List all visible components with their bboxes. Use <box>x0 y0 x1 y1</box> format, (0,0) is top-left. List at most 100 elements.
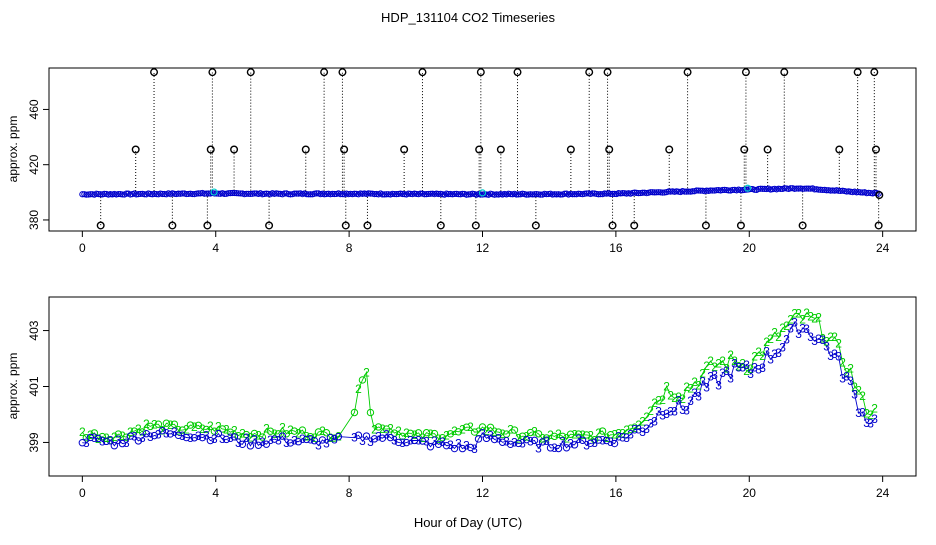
series-3-point: 3 <box>795 327 802 341</box>
series-3-marker <box>434 440 443 448</box>
series-3-point: 3 <box>627 427 634 441</box>
series-3-marker <box>198 433 207 442</box>
series-3-point: 3 <box>551 441 558 455</box>
series-2-point: 2 <box>815 310 822 324</box>
highlight-point <box>744 184 752 192</box>
x-axis-label: Hour of Day (UTC) <box>414 515 522 530</box>
series-3-marker <box>514 439 523 448</box>
baseline-point <box>649 189 656 196</box>
series-3-point: 3 <box>243 431 250 445</box>
series-3-point: 3 <box>683 403 690 417</box>
series-3-point: 3 <box>755 362 762 376</box>
baseline-point <box>215 190 222 197</box>
outlier-point <box>870 68 879 77</box>
series-2-point: 2 <box>435 432 442 446</box>
baseline-point <box>569 191 576 198</box>
series-3-point: 3 <box>291 434 298 448</box>
baseline-point <box>83 191 90 198</box>
outlier-point <box>131 145 140 154</box>
highlight-point <box>478 189 487 197</box>
baseline-point <box>251 190 258 197</box>
baseline-point <box>425 190 432 198</box>
series-2-point: 2 <box>787 313 794 327</box>
series-3-point: 3 <box>623 431 630 445</box>
outlier-points <box>96 68 884 230</box>
series-3-marker <box>214 429 223 438</box>
baseline-point <box>379 191 386 198</box>
series-2-point: 2 <box>723 361 730 375</box>
y-axis-bottom: 399 401 403 <box>27 320 49 452</box>
series-3-marker <box>174 431 183 439</box>
series-2-marker <box>598 427 607 435</box>
x-axis-bottom: 0 4 8 12 16 20 24 <box>79 476 890 500</box>
baseline-point <box>481 191 488 198</box>
series-2-point: 2 <box>819 331 826 345</box>
series-2-marker <box>534 430 543 438</box>
series-3-point: 3 <box>147 430 154 444</box>
series-3-point: 3 <box>155 428 162 442</box>
series-2-point: 2 <box>319 424 326 438</box>
series-2-marker <box>422 429 431 437</box>
series-3-point: 3 <box>171 425 178 439</box>
series-2-point: 2 <box>427 427 434 441</box>
series-2-marker <box>258 433 267 441</box>
series-3-point: 3 <box>735 361 742 375</box>
series-3-marker <box>262 440 271 448</box>
series-2-point: 2 <box>579 428 586 442</box>
series-3-point: 3 <box>315 439 322 453</box>
outlier-point <box>203 221 212 230</box>
baseline-point <box>523 191 530 198</box>
series-3-marker <box>562 444 571 452</box>
baseline-point <box>713 187 720 194</box>
baseline-point <box>445 191 452 198</box>
baseline-point <box>101 190 108 197</box>
series-3-point: 3 <box>707 369 714 383</box>
outlier-point <box>608 221 617 230</box>
baseline-point <box>195 190 202 197</box>
series-3-point: 3 <box>839 371 846 385</box>
outlier-point <box>168 221 177 230</box>
series-3-point: 3 <box>163 427 170 441</box>
series-2-point: 2 <box>727 348 734 362</box>
outlier-point <box>246 68 255 77</box>
series-2-point: 2 <box>587 428 594 442</box>
series-3-point: 3 <box>259 435 266 449</box>
series-3-point: 3 <box>187 431 194 445</box>
series-2-point: 2 <box>603 431 610 445</box>
baseline-point <box>835 187 842 194</box>
series-2-marker <box>438 434 447 442</box>
baseline-point <box>857 189 864 196</box>
series-3-marker <box>354 431 363 439</box>
series-2-point: 2 <box>747 362 754 376</box>
series-3-point: 3 <box>855 406 862 420</box>
series-3-point: 3 <box>575 432 582 446</box>
series-2-point: 2 <box>459 423 466 437</box>
series-2-marker <box>486 423 495 432</box>
series-2-point: 2 <box>739 356 746 370</box>
series-2-marker <box>550 432 559 441</box>
series-3-marker <box>182 433 191 442</box>
series-3-marker <box>450 444 459 453</box>
series-3-marker <box>254 441 263 449</box>
series-2-marker <box>574 430 583 438</box>
baseline-point <box>751 186 758 193</box>
series-2-point: 2 <box>835 337 842 351</box>
series-2-point: 2 <box>207 419 214 433</box>
series-3-point: 3 <box>195 429 202 443</box>
series-2-point: 2 <box>783 319 790 333</box>
series-3-marker <box>166 430 175 438</box>
series-2-point: 2 <box>803 306 810 320</box>
series-3-point: 3 <box>275 434 282 448</box>
series-2-point: 2 <box>839 355 846 369</box>
series-2-marker <box>154 420 163 428</box>
series-3-marker <box>86 433 95 442</box>
series-3-point: 3 <box>211 432 218 446</box>
series-3-point: 3 <box>843 370 850 384</box>
series-2-marker <box>358 376 367 384</box>
series-2-marker <box>406 429 415 438</box>
series-2-point: 2 <box>715 357 722 371</box>
series-3-point: 3 <box>227 431 234 445</box>
series-2-point: 2 <box>547 428 554 442</box>
baseline-point <box>827 187 834 194</box>
series-2-point: 2 <box>263 422 270 436</box>
